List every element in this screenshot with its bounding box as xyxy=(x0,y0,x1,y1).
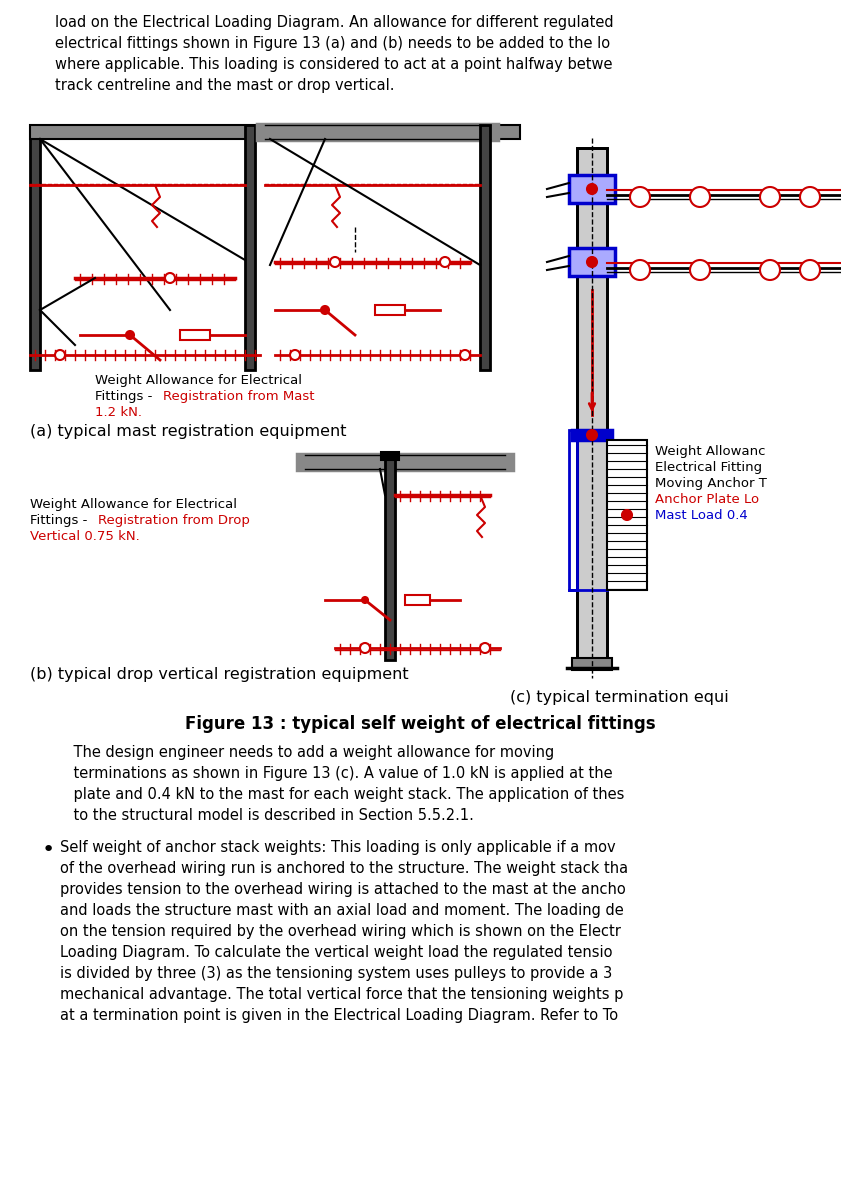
Circle shape xyxy=(760,260,780,280)
Circle shape xyxy=(587,430,597,440)
Text: terminations as shown in Figure 13 (c). A value of 1.0 kN is applied at the: terminations as shown in Figure 13 (c). … xyxy=(55,766,612,781)
Circle shape xyxy=(362,596,368,602)
Circle shape xyxy=(760,187,780,206)
Text: load on the Electrical Loading Diagram. An allowance for different regulated: load on the Electrical Loading Diagram. … xyxy=(55,14,614,30)
Text: (b) typical drop vertical registration equipment: (b) typical drop vertical registration e… xyxy=(30,667,409,682)
Bar xyxy=(30,125,40,370)
Text: where applicable. This loading is considered to act at a point halfway betwe: where applicable. This loading is consid… xyxy=(55,56,612,72)
Bar xyxy=(569,175,615,203)
Text: 1.2 kN.: 1.2 kN. xyxy=(95,406,142,419)
Text: Fittings -: Fittings - xyxy=(30,514,92,527)
Circle shape xyxy=(587,184,597,194)
Circle shape xyxy=(440,257,450,266)
Bar xyxy=(245,125,255,370)
Circle shape xyxy=(165,272,175,283)
Circle shape xyxy=(460,350,470,360)
Bar xyxy=(569,248,615,276)
Bar xyxy=(577,148,607,668)
Circle shape xyxy=(630,187,650,206)
Circle shape xyxy=(330,257,340,266)
Bar xyxy=(569,430,577,590)
Text: Fittings -: Fittings - xyxy=(95,390,156,403)
Bar xyxy=(577,148,607,668)
Text: of the overhead wiring run is anchored to the structure. The weight stack tha: of the overhead wiring run is anchored t… xyxy=(60,862,628,876)
Text: Loading Diagram. To calculate the vertical weight load the regulated tensio: Loading Diagram. To calculate the vertic… xyxy=(60,946,612,960)
Circle shape xyxy=(800,260,820,280)
Text: Anchor Plate Lo: Anchor Plate Lo xyxy=(655,493,759,506)
Text: Weight Allowanc: Weight Allowanc xyxy=(655,445,765,458)
Text: Weight Allowance for Electrical: Weight Allowance for Electrical xyxy=(30,498,237,511)
Circle shape xyxy=(55,350,65,360)
Text: Vertical 0.75 kN.: Vertical 0.75 kN. xyxy=(30,530,140,542)
Text: plate and 0.4 kN to the mast for each weight stack. The application of thes: plate and 0.4 kN to the mast for each we… xyxy=(55,787,624,802)
Text: provides tension to the overhead wiring is attached to the mast at the ancho: provides tension to the overhead wiring … xyxy=(60,882,626,898)
Circle shape xyxy=(587,257,597,266)
Bar xyxy=(480,125,490,370)
Text: to the structural model is described in Section 5.5.2.1.: to the structural model is described in … xyxy=(55,808,473,823)
Circle shape xyxy=(290,350,300,360)
Text: Registration from Mast: Registration from Mast xyxy=(163,390,315,403)
Bar xyxy=(375,305,405,314)
Text: Self weight of anchor stack weights: This loading is only applicable if a mov: Self weight of anchor stack weights: Thi… xyxy=(60,840,616,854)
Bar xyxy=(385,455,395,660)
Text: Moving Anchor T: Moving Anchor T xyxy=(655,476,767,490)
Circle shape xyxy=(321,306,329,314)
Text: mechanical advantage. The total vertical force that the tensioning weights p: mechanical advantage. The total vertical… xyxy=(60,986,623,1002)
Text: Weight Allowance for Electrical: Weight Allowance for Electrical xyxy=(95,374,302,386)
Circle shape xyxy=(690,260,710,280)
Text: (a) typical mast registration equipment: (a) typical mast registration equipment xyxy=(30,424,346,439)
Text: on the tension required by the overhead wiring which is shown on the Electr: on the tension required by the overhead … xyxy=(60,924,621,938)
Bar xyxy=(405,595,430,605)
Circle shape xyxy=(360,643,370,653)
Text: Figure 13 : typical self weight of electrical fittings: Figure 13 : typical self weight of elect… xyxy=(185,715,655,733)
Text: •: • xyxy=(42,840,56,860)
Text: and loads the structure mast with an axial load and moment. The loading de: and loads the structure mast with an axi… xyxy=(60,902,624,918)
Text: electrical fittings shown in Figure 13 (a) and (b) needs to be added to the lo: electrical fittings shown in Figure 13 (… xyxy=(55,36,610,50)
Circle shape xyxy=(622,510,632,520)
Circle shape xyxy=(800,187,820,206)
Circle shape xyxy=(630,260,650,280)
Circle shape xyxy=(126,331,134,338)
Text: Electrical Fitting: Electrical Fitting xyxy=(655,461,762,474)
Circle shape xyxy=(690,187,710,206)
Text: at a termination point is given in the Electrical Loading Diagram. Refer to To: at a termination point is given in the E… xyxy=(60,1008,618,1022)
Bar xyxy=(572,430,612,440)
Text: (c) typical termination equi: (c) typical termination equi xyxy=(510,690,729,704)
Bar xyxy=(180,330,210,340)
Text: Mast Load 0.4: Mast Load 0.4 xyxy=(655,509,748,522)
Bar xyxy=(607,440,647,590)
Text: is divided by three (3) as the tensioning system uses pulleys to provide a 3: is divided by three (3) as the tensionin… xyxy=(60,966,612,982)
Bar xyxy=(30,125,520,139)
Bar xyxy=(572,658,612,670)
Text: track centreline and the mast or drop vertical.: track centreline and the mast or drop ve… xyxy=(55,78,394,92)
Text: The design engineer needs to add a weight allowance for moving: The design engineer needs to add a weigh… xyxy=(55,745,554,760)
Bar xyxy=(381,452,399,460)
Circle shape xyxy=(480,643,490,653)
Text: Registration from Drop: Registration from Drop xyxy=(98,514,250,527)
